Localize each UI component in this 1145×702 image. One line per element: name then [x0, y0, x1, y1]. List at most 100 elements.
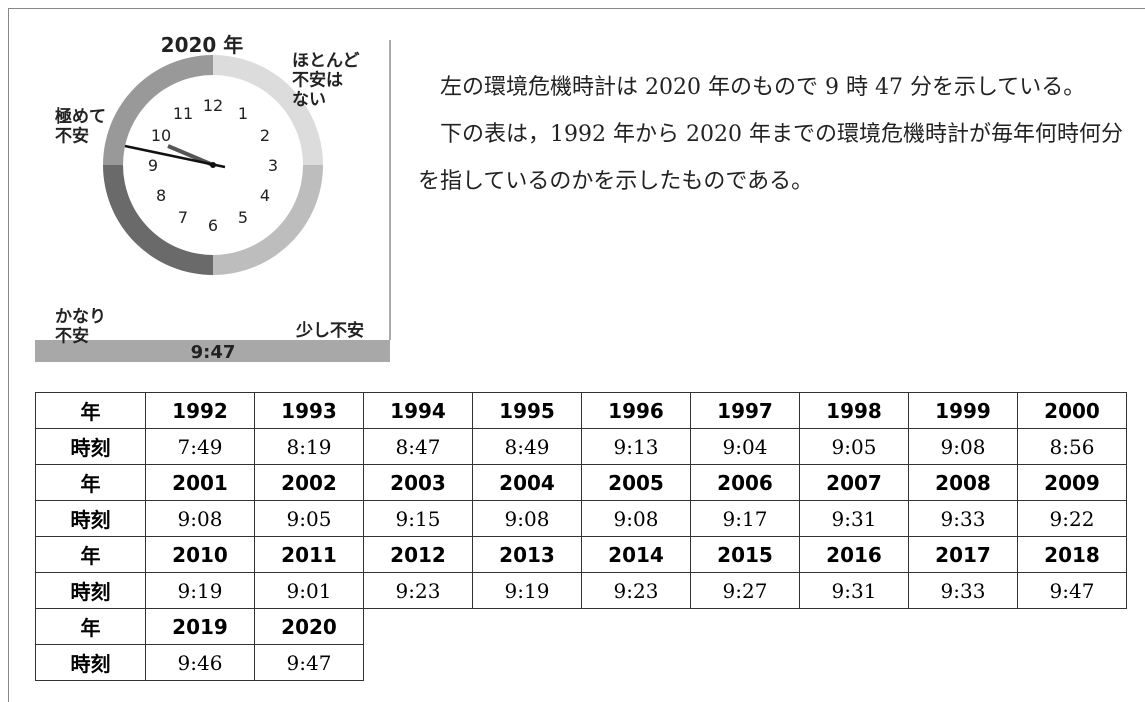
cell: 時刻 [35, 500, 146, 537]
cell: 1998 [799, 392, 909, 429]
cell: 時刻 [35, 428, 146, 465]
label: 7 [178, 208, 188, 227]
row: 年 2010 2011 2012 2013 2014 2015 2016 2017 2018 [35, 536, 1127, 573]
cell: 9:19 [145, 572, 255, 609]
segment [103, 165, 213, 275]
cell: 2006 [690, 464, 800, 501]
row: 時刻 9:08 9:05 9:15 9:08 9:08 9:17 9:31 9:33 9:22 [35, 500, 1127, 537]
time-bar [35, 340, 390, 362]
cell: 2000 [1017, 392, 1127, 429]
cell: 9:05 [254, 500, 364, 537]
minute-hand [124, 144, 226, 169]
cell: 1993 [254, 392, 364, 429]
cell: 2020 [254, 608, 364, 645]
cell: 2011 [254, 536, 364, 573]
row: 年 2019 2020 [35, 608, 1127, 645]
label: 2020 年 [161, 33, 244, 57]
cell: 7:49 [145, 428, 255, 465]
cell: 2001 [145, 464, 255, 501]
cell: 2008 [908, 464, 1018, 501]
cell: 9:04 [690, 428, 800, 465]
cell: 2017 [908, 536, 1018, 573]
label: 極めて不安 [55, 106, 106, 147]
cell: 2019 [145, 608, 255, 645]
cell: 2002 [254, 464, 364, 501]
cell: 9:31 [799, 572, 909, 609]
cell: 年 [35, 464, 146, 501]
segment [103, 55, 213, 165]
cell: 9:22 [1017, 500, 1127, 537]
cell: 2005 [581, 464, 691, 501]
cell: 時刻 [35, 572, 146, 609]
cell: 8:19 [254, 428, 364, 465]
cell: 2015 [690, 536, 800, 573]
label: 8 [156, 186, 166, 205]
label: 12 [203, 96, 223, 115]
cell: 9:08 [908, 428, 1018, 465]
cell: 8:47 [363, 428, 473, 465]
cell: 2012 [363, 536, 473, 573]
cell: 9:47 [1017, 572, 1127, 609]
cell: 9:23 [581, 572, 691, 609]
row: 時刻 9:19 9:01 9:23 9:19 9:23 9:27 9:31 9:33 9:47 [35, 572, 1127, 609]
cell: 9:15 [363, 500, 473, 537]
segment [213, 165, 323, 275]
cell: 9:27 [690, 572, 800, 609]
row: 年 2001 2002 2003 2004 2005 2006 2007 2008 2009 [35, 464, 1127, 501]
label: ほとんど不安はない [292, 51, 360, 110]
cell: 1995 [472, 392, 582, 429]
cell: 2016 [799, 536, 909, 573]
time-table: 年 1992 1993 1994 1995 1996 1997 1998 1999 2000 時刻 7… [35, 392, 1127, 681]
row: 時刻 7:49 8:19 8:47 8:49 9:13 9:04 9:05 9:08 8:56 [35, 428, 1127, 465]
label: 11 [173, 104, 193, 123]
cell: 9:05 [799, 428, 909, 465]
cell: 8:56 [1017, 428, 1127, 465]
paragraph: 下の表は，1992 年から 2020 年までの環境危機時計が毎年何時何分を指して… [418, 122, 1123, 194]
label: かなり不安 [55, 307, 106, 347]
cell: 8:49 [472, 428, 582, 465]
frame [8, 8, 1145, 702]
label: 2 [260, 126, 270, 145]
cell: 9:01 [254, 572, 364, 609]
cell: 1999 [908, 392, 1018, 429]
cell: 9:08 [581, 500, 691, 537]
cell: 9:08 [145, 500, 255, 537]
cell: 9:19 [472, 572, 582, 609]
paragraphs: 左の環境危機時計は 2020 年のもので 9 時 47 分を示している。 下の表… [418, 64, 1138, 205]
cell: 年 [35, 608, 146, 645]
cell: 2018 [1017, 536, 1127, 573]
label: 少し不安 [295, 320, 364, 341]
cell: 年 [35, 536, 146, 573]
cell: 2014 [581, 536, 691, 573]
label: 6 [208, 216, 218, 235]
cell: 9:47 [254, 644, 364, 681]
segment [213, 55, 323, 165]
cell: 9:33 [908, 572, 1018, 609]
label: 9 [148, 156, 158, 175]
cell: 時刻 [35, 644, 146, 681]
pivot [210, 162, 216, 168]
cell: 1997 [690, 392, 800, 429]
label: 9:47 [191, 342, 236, 363]
cell: 2003 [363, 464, 473, 501]
cell: 2013 [472, 536, 582, 573]
cell: 1994 [363, 392, 473, 429]
row: 年 1992 1993 1994 1995 1996 1997 1998 1999 2000 [35, 392, 1127, 429]
label: 4 [260, 186, 270, 205]
label: 10 [151, 126, 171, 145]
cell: 9:23 [363, 572, 473, 609]
cell: 1996 [581, 392, 691, 429]
cell: 9:33 [908, 500, 1018, 537]
label: 5 [238, 208, 248, 227]
cell: 9:13 [581, 428, 691, 465]
label: 3 [268, 156, 278, 175]
cell: 2004 [472, 464, 582, 501]
label: 1 [238, 104, 248, 123]
row: 時刻 9:46 9:47 [35, 644, 1127, 681]
cell: 2009 [1017, 464, 1127, 501]
cell: 9:08 [472, 500, 582, 537]
cell: 2007 [799, 464, 909, 501]
cell: 2010 [145, 536, 255, 573]
